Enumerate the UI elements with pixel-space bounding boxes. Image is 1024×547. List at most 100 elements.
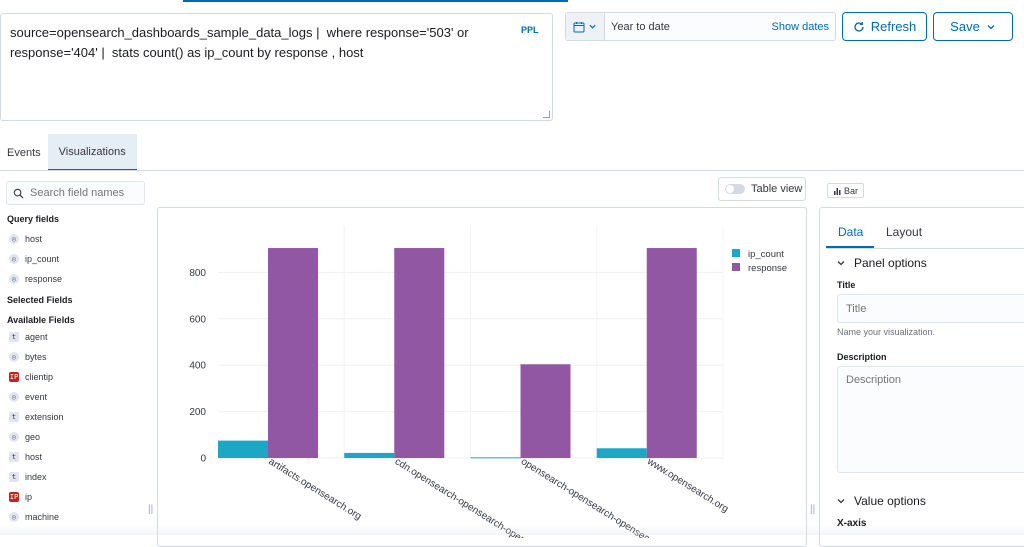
query-field-ip_count[interactable]: ◎ ip_count bbox=[9, 254, 59, 264]
value-options-toggle[interactable]: Value options bbox=[836, 494, 926, 508]
chart-type-label: Bar bbox=[844, 185, 859, 196]
field-name: host bbox=[25, 452, 43, 462]
query-field-host[interactable]: ◎ host bbox=[9, 234, 42, 244]
date-picker[interactable]: Year to date Show dates bbox=[565, 12, 836, 41]
bar-response bbox=[646, 248, 697, 458]
available-fields-heading: Available Fields bbox=[7, 315, 75, 325]
explorer-tabs: Events Visualizations bbox=[0, 134, 137, 171]
x-tick-label: artifacts.opensearch.org bbox=[266, 456, 363, 522]
config-panel: Data Layout Panel options Title Name you… bbox=[819, 207, 1024, 547]
save-label: Save bbox=[950, 19, 980, 34]
resize-grip-icon[interactable] bbox=[543, 111, 550, 118]
tab-data[interactable]: Data bbox=[838, 225, 864, 239]
available-field-index[interactable]: t index bbox=[9, 472, 47, 482]
chart-type-selector[interactable]: Bar bbox=[827, 183, 865, 198]
top-progress-line bbox=[183, 0, 568, 2]
string-field-icon: t bbox=[9, 332, 19, 342]
active-tab-indicator bbox=[826, 246, 874, 248]
title-input[interactable] bbox=[837, 294, 1024, 323]
legend-label: response bbox=[748, 263, 787, 274]
number-field-icon: ◎ bbox=[9, 234, 19, 244]
chevron-down-icon bbox=[589, 24, 596, 29]
bar-response bbox=[268, 248, 318, 458]
field-name: clientip bbox=[25, 372, 54, 382]
x-tick-label: www.opensearch.org bbox=[644, 456, 730, 515]
available-field-geo[interactable]: ◎ geo bbox=[9, 432, 40, 442]
field-name: index bbox=[25, 472, 47, 482]
date-range-value[interactable]: Year to date bbox=[611, 20, 670, 33]
field-search[interactable] bbox=[6, 181, 145, 205]
bottom-shadow bbox=[0, 525, 1024, 535]
panel-options-toggle[interactable]: Panel options bbox=[836, 256, 927, 270]
legend-label: ip_count bbox=[748, 249, 784, 260]
number-field-icon: ◎ bbox=[9, 352, 19, 362]
description-label: Description bbox=[837, 352, 887, 362]
y-tick-label: 200 bbox=[189, 407, 206, 418]
panel-options-heading: Panel options bbox=[854, 256, 927, 270]
refresh-label: Refresh bbox=[870, 19, 917, 34]
refresh-icon bbox=[854, 21, 864, 32]
field-search-input[interactable] bbox=[30, 187, 140, 199]
chart-panel: 0 200 400 600 800 artifacts.opensearch.org cdn… bbox=[157, 207, 807, 547]
bar-chart-icon bbox=[834, 187, 841, 195]
string-field-icon: t bbox=[9, 452, 19, 462]
query-field-response[interactable]: ◎ response bbox=[9, 274, 62, 284]
bar-response bbox=[520, 364, 571, 458]
calendar-icon bbox=[573, 21, 585, 32]
field-name: response bbox=[25, 274, 63, 284]
y-tick-label: 0 bbox=[200, 454, 206, 465]
title-label: Title bbox=[837, 280, 856, 290]
field-name: geo bbox=[25, 432, 41, 442]
available-field-event[interactable]: ◎ event bbox=[9, 392, 47, 402]
tab-events[interactable]: Events bbox=[7, 146, 41, 159]
value-options-heading: Value options bbox=[854, 494, 926, 508]
available-field-ip[interactable]: IP ip bbox=[9, 492, 32, 502]
string-field-icon: t bbox=[9, 472, 19, 482]
selected-fields-heading: Selected Fields bbox=[7, 295, 73, 305]
available-field-agent[interactable]: t agent bbox=[9, 332, 48, 342]
table-view-label: Table view bbox=[751, 183, 803, 195]
query-editor[interactable]: source=opensearch_dashboards_sample_data… bbox=[0, 13, 553, 121]
bar-ip_count bbox=[344, 452, 395, 458]
bar-ip_count bbox=[596, 448, 647, 458]
chevron-down-icon bbox=[837, 499, 845, 504]
description-input[interactable] bbox=[837, 366, 1024, 473]
number-field-icon: ◎ bbox=[9, 432, 19, 442]
ip-field-icon: IP bbox=[9, 492, 19, 502]
refresh-button[interactable]: Refresh bbox=[842, 12, 927, 41]
available-field-clientip[interactable]: IP clientip bbox=[9, 372, 53, 382]
field-name: agent bbox=[25, 332, 48, 342]
y-tick-label: 400 bbox=[189, 361, 206, 372]
string-field-icon: t bbox=[9, 412, 19, 422]
available-field-extension[interactable]: t extension bbox=[9, 412, 64, 422]
save-button[interactable]: Save bbox=[933, 12, 1013, 41]
y-tick-label: 800 bbox=[189, 268, 206, 279]
table-view-toggle[interactable]: Table view bbox=[718, 177, 806, 201]
toggle-switch[interactable] bbox=[725, 184, 745, 194]
query-language-badge[interactable]: PPL bbox=[521, 25, 539, 35]
y-tick-label: 600 bbox=[189, 314, 206, 325]
number-field-icon: ◎ bbox=[9, 512, 19, 522]
field-name: ip bbox=[25, 492, 33, 502]
available-field-machine[interactable]: ◎ machine bbox=[9, 512, 59, 522]
chevron-down-icon bbox=[837, 261, 845, 266]
x-axis-label: X-axis bbox=[837, 518, 867, 529]
show-dates-link[interactable]: Show dates bbox=[771, 20, 829, 33]
query-text[interactable]: source=opensearch_dashboards_sample_data… bbox=[10, 25, 473, 60]
field-name: event bbox=[25, 392, 48, 402]
quick-menu-button[interactable] bbox=[566, 13, 605, 40]
config-resize-handle[interactable]: || bbox=[810, 504, 816, 515]
tabs-divider bbox=[0, 170, 1024, 171]
tab-visualizations[interactable]: Visualizations bbox=[47, 134, 137, 171]
available-field-host[interactable]: t host bbox=[9, 452, 42, 462]
legend-swatch bbox=[732, 263, 740, 271]
search-icon bbox=[13, 188, 24, 198]
field-name: ip_count bbox=[25, 254, 60, 264]
tab-layout[interactable]: Layout bbox=[886, 225, 923, 239]
query-fields-heading: Query fields bbox=[7, 214, 60, 224]
available-field-bytes[interactable]: ◎ bytes bbox=[9, 352, 47, 362]
sidebar-resize-handle[interactable]: || bbox=[148, 504, 154, 515]
config-tabs-divider bbox=[826, 248, 1024, 249]
bar-response bbox=[394, 248, 445, 458]
